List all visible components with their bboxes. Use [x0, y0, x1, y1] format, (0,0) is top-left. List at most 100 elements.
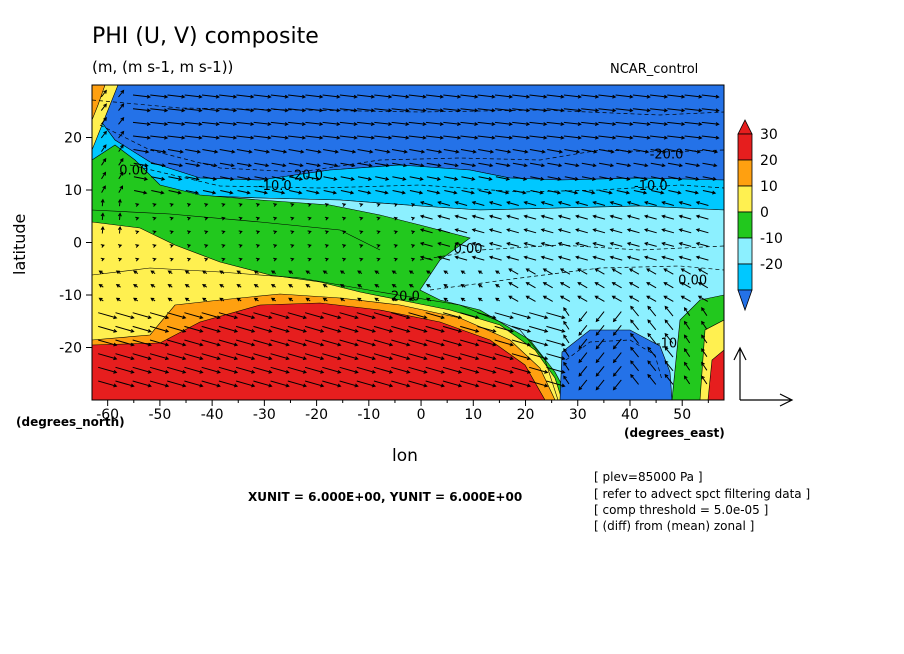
wind-vector — [525, 282, 536, 289]
wind-vector — [100, 116, 107, 125]
wind-vector — [683, 334, 691, 344]
wind-vector — [287, 353, 307, 361]
wind-vector — [611, 268, 622, 275]
wind-vector — [425, 135, 444, 140]
wind-vector — [511, 366, 532, 374]
wind-vector — [581, 135, 600, 140]
wind-vector — [339, 366, 359, 374]
wind-vector — [664, 305, 674, 317]
wind-vector — [684, 94, 703, 99]
x-tick-label: -10 — [357, 407, 380, 423]
wind-vector — [443, 108, 462, 113]
wind-vector — [235, 312, 256, 320]
wind-vector — [202, 297, 208, 302]
wind-vector — [667, 135, 686, 140]
wind-vector — [376, 203, 381, 207]
wind-vector — [238, 203, 243, 207]
wind-vector — [581, 94, 600, 99]
wind-vector — [594, 295, 605, 302]
wind-vector — [235, 339, 256, 347]
wind-vector — [529, 339, 549, 347]
wind-vector — [322, 284, 328, 288]
wind-vector — [609, 201, 623, 206]
contour-label: -20.0 — [650, 148, 684, 163]
wind-vector — [460, 121, 479, 126]
wind-vector — [373, 366, 394, 374]
wind-vector — [525, 295, 536, 302]
wind-vector — [426, 297, 432, 302]
wind-vector — [626, 201, 640, 206]
wind-vector — [218, 366, 239, 374]
colorbar-tick-label: -10 — [760, 231, 783, 247]
wind-vector — [202, 149, 219, 154]
wind-vector — [680, 295, 691, 302]
wind-vector — [581, 108, 600, 113]
wind-vector — [236, 149, 253, 154]
wind-vector — [611, 282, 622, 289]
wind-vector — [632, 135, 651, 140]
wind-vector — [373, 380, 394, 388]
wind-vector — [557, 228, 571, 234]
wind-vector — [219, 108, 238, 113]
wind-vector — [426, 190, 441, 195]
wind-vector — [409, 176, 424, 181]
wind-vector — [255, 203, 261, 207]
wind-vector — [254, 190, 269, 195]
wind-vector — [307, 230, 312, 235]
wind-vector — [697, 295, 709, 302]
wind-vector — [471, 241, 485, 247]
wind-vector — [304, 325, 325, 333]
wind-vector — [426, 270, 432, 275]
wind-vector — [133, 162, 149, 168]
wind-vector — [477, 135, 496, 140]
wind-vector — [150, 162, 166, 168]
wind-vector — [221, 244, 226, 248]
wind-vector — [204, 257, 209, 262]
wind-vector — [511, 312, 532, 320]
wind-vector — [374, 270, 380, 275]
wind-vector — [235, 366, 256, 374]
wind-vector — [391, 366, 411, 374]
y-tick-label: 20 — [64, 131, 82, 147]
wind-vector — [612, 365, 622, 377]
wind-vector — [221, 230, 226, 235]
contour-label: -20.0 — [289, 169, 323, 184]
wind-vector — [488, 201, 502, 206]
wind-vector — [219, 94, 238, 99]
wind-vector — [169, 230, 174, 235]
wind-vector — [186, 216, 192, 221]
wind-vector — [582, 190, 596, 195]
wind-vector — [287, 366, 307, 374]
wind-vector — [100, 130, 107, 139]
wind-vector — [149, 325, 170, 333]
wind-vector — [633, 162, 649, 168]
wind-vector — [612, 311, 622, 323]
wind-vector — [357, 121, 376, 126]
wind-vector — [133, 190, 148, 195]
wind-vector — [270, 339, 290, 347]
wind-vector — [437, 241, 451, 247]
x-tick-label: 40 — [621, 407, 639, 423]
wind-vector — [683, 320, 691, 330]
wind-vector — [667, 162, 684, 168]
wind-vector — [115, 312, 135, 320]
wind-vector — [117, 244, 123, 248]
wind-vector — [494, 325, 514, 333]
wind-vector — [678, 228, 692, 234]
wind-vector — [511, 325, 532, 333]
region-southeast-trough — [559, 329, 673, 400]
wind-vector — [201, 325, 221, 333]
wind-vector — [255, 230, 261, 235]
wind-vector — [184, 284, 190, 288]
wind-vector — [697, 282, 709, 289]
x-tick-label: -20 — [305, 407, 328, 423]
wind-vector — [409, 162, 425, 168]
x-tick-label: -30 — [253, 407, 276, 423]
wind-vector — [546, 135, 565, 140]
contour-dashed-5 — [92, 99, 724, 116]
wind-vector — [563, 334, 570, 344]
wind-vector — [253, 380, 273, 388]
wind-vector — [115, 339, 135, 347]
wind-vector — [167, 135, 186, 140]
wind-vector — [616, 190, 631, 195]
